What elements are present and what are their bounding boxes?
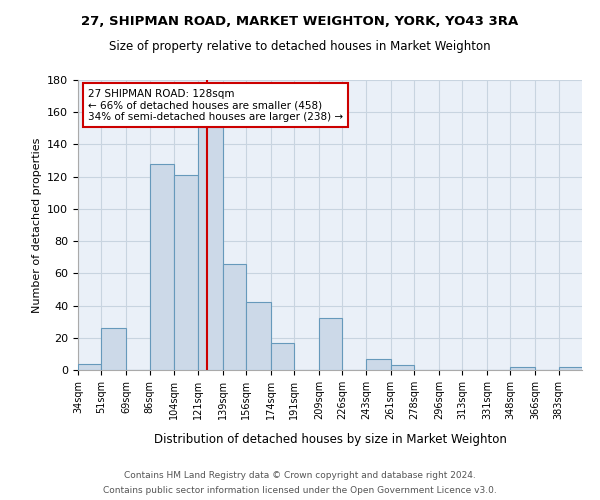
Text: Contains HM Land Registry data © Crown copyright and database right 2024.: Contains HM Land Registry data © Crown c… [124,471,476,480]
Text: Size of property relative to detached houses in Market Weighton: Size of property relative to detached ho… [109,40,491,53]
Bar [149,164,175,370]
Bar [198,126,223,370]
Bar [246,302,271,370]
Bar [175,175,198,370]
Bar [511,367,535,370]
Bar [391,365,414,370]
Y-axis label: Number of detached properties: Number of detached properties [32,138,41,312]
Text: 27, SHIPMAN ROAD, MARKET WEIGHTON, YORK, YO43 3RA: 27, SHIPMAN ROAD, MARKET WEIGHTON, YORK,… [82,15,518,28]
Text: Contains public sector information licensed under the Open Government Licence v3: Contains public sector information licen… [103,486,497,495]
Bar [319,318,343,370]
Bar [78,364,101,370]
Bar [559,367,582,370]
Text: 27 SHIPMAN ROAD: 128sqm
← 66% of detached houses are smaller (458)
34% of semi-d: 27 SHIPMAN ROAD: 128sqm ← 66% of detache… [88,88,343,122]
Bar [271,342,294,370]
Bar [101,328,126,370]
Text: Distribution of detached houses by size in Market Weighton: Distribution of detached houses by size … [154,432,506,446]
Bar [223,264,246,370]
Bar [366,358,391,370]
